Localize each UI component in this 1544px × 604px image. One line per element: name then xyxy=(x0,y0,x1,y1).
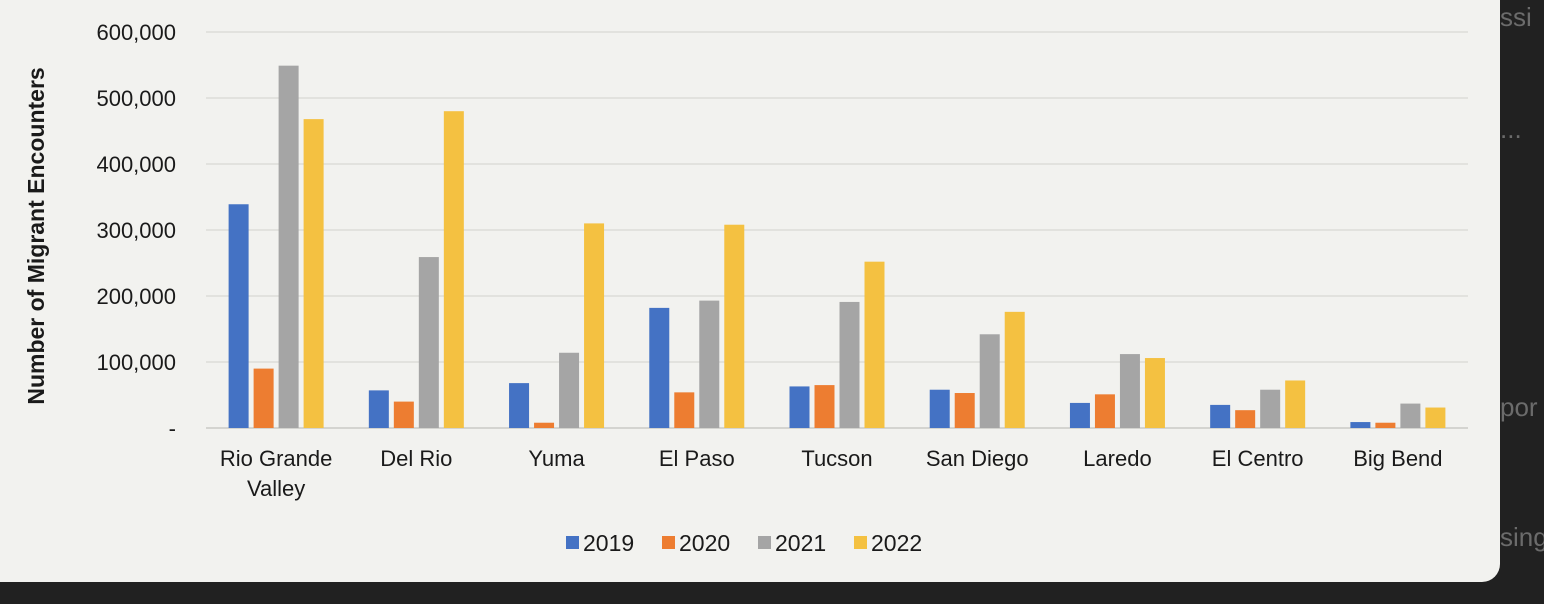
bar-2020 xyxy=(253,368,274,428)
bar-2019 xyxy=(368,390,389,428)
bar-2019 xyxy=(1350,422,1371,428)
bar-2019 xyxy=(929,389,950,428)
bar-2021 xyxy=(1400,403,1421,428)
x-tick-label: El Paso xyxy=(659,446,735,471)
legend-swatch xyxy=(662,536,675,549)
bar-2019 xyxy=(649,307,670,428)
bar-2020 xyxy=(1094,394,1115,428)
bar-2022 xyxy=(584,223,605,428)
legend: 2019 2020 2021 2022 xyxy=(566,530,922,556)
y-tick-label: 100,000 xyxy=(96,350,176,375)
background-text-fragment: ... xyxy=(1500,114,1522,144)
bar-2020 xyxy=(674,392,695,428)
bar-2019 xyxy=(1069,402,1090,428)
y-tick-label: - xyxy=(169,416,176,441)
legend-swatch xyxy=(758,536,771,549)
bar-2019 xyxy=(789,386,810,428)
legend-swatch xyxy=(854,536,867,549)
y-axis-label: Number of Migrant Encounters xyxy=(23,67,49,404)
bar-2021 xyxy=(1260,389,1281,428)
bars xyxy=(228,65,1446,429)
legend-label: 2022 xyxy=(871,530,922,556)
legend-label: 2021 xyxy=(775,530,826,556)
bar-2021 xyxy=(1119,354,1140,428)
bar-2020 xyxy=(393,401,414,428)
background-text-fragment: por xyxy=(1500,392,1538,422)
bar-2019 xyxy=(228,204,249,428)
bar-2022 xyxy=(443,111,464,428)
x-tick-label: Rio Grande Valley xyxy=(220,446,333,501)
legend-swatch xyxy=(566,536,579,549)
y-tick-label: 300,000 xyxy=(96,218,176,243)
bar-2021 xyxy=(418,257,439,428)
x-axis-ticks: Rio Grande Valley Del Rio Yuma El Paso Tucson… xyxy=(220,446,1443,501)
y-axis-ticks: - 100,000 200,000 300,000 400,000 500,000 600,… xyxy=(96,20,176,441)
y-tick-label: 500,000 xyxy=(96,86,176,111)
x-tick-label: Laredo xyxy=(1083,446,1152,471)
bar-2021 xyxy=(278,65,299,428)
legend-label: 2020 xyxy=(679,530,730,556)
bar-2022 xyxy=(724,224,745,428)
bar-2022 xyxy=(1285,380,1306,428)
x-tick-label: Yuma xyxy=(528,446,585,471)
bar-2022 xyxy=(303,119,324,429)
bar-2021 xyxy=(839,301,860,428)
bar-2020 xyxy=(1235,410,1256,428)
bar-chart: - 100,000 200,000 300,000 400,000 500,000 600,… xyxy=(23,20,1468,556)
x-tick-label: San Diego xyxy=(926,446,1029,471)
chart-card: - 100,000 200,000 300,000 400,000 500,000 600,… xyxy=(0,0,1500,582)
bar-2020 xyxy=(1375,422,1396,428)
x-tick-label: Del Rio xyxy=(380,446,452,471)
bar-2021 xyxy=(699,300,720,428)
x-tick-label: El Centro xyxy=(1212,446,1304,471)
bar-2022 xyxy=(1004,311,1025,428)
bar-2020 xyxy=(814,385,835,428)
background-text-fragment: sing xyxy=(1500,522,1544,552)
y-tick-label: 200,000 xyxy=(96,284,176,309)
bar-2021 xyxy=(979,334,1000,428)
bar-2022 xyxy=(1425,407,1446,428)
bar-2019 xyxy=(509,383,530,428)
bar-2022 xyxy=(1144,358,1165,428)
background-text-fragment: ssi xyxy=(1500,2,1532,32)
bar-2019 xyxy=(1210,404,1231,428)
bar-2021 xyxy=(559,352,580,428)
legend-label: 2019 xyxy=(583,530,634,556)
bar-2022 xyxy=(864,261,885,428)
y-tick-label: 600,000 xyxy=(96,20,176,45)
gridlines xyxy=(206,31,1468,429)
bar-2020 xyxy=(534,422,555,428)
y-tick-label: 400,000 xyxy=(96,152,176,177)
x-tick-label: Big Bend xyxy=(1353,446,1442,471)
x-tick-label: Tucson xyxy=(801,446,872,471)
bar-2020 xyxy=(954,393,975,428)
